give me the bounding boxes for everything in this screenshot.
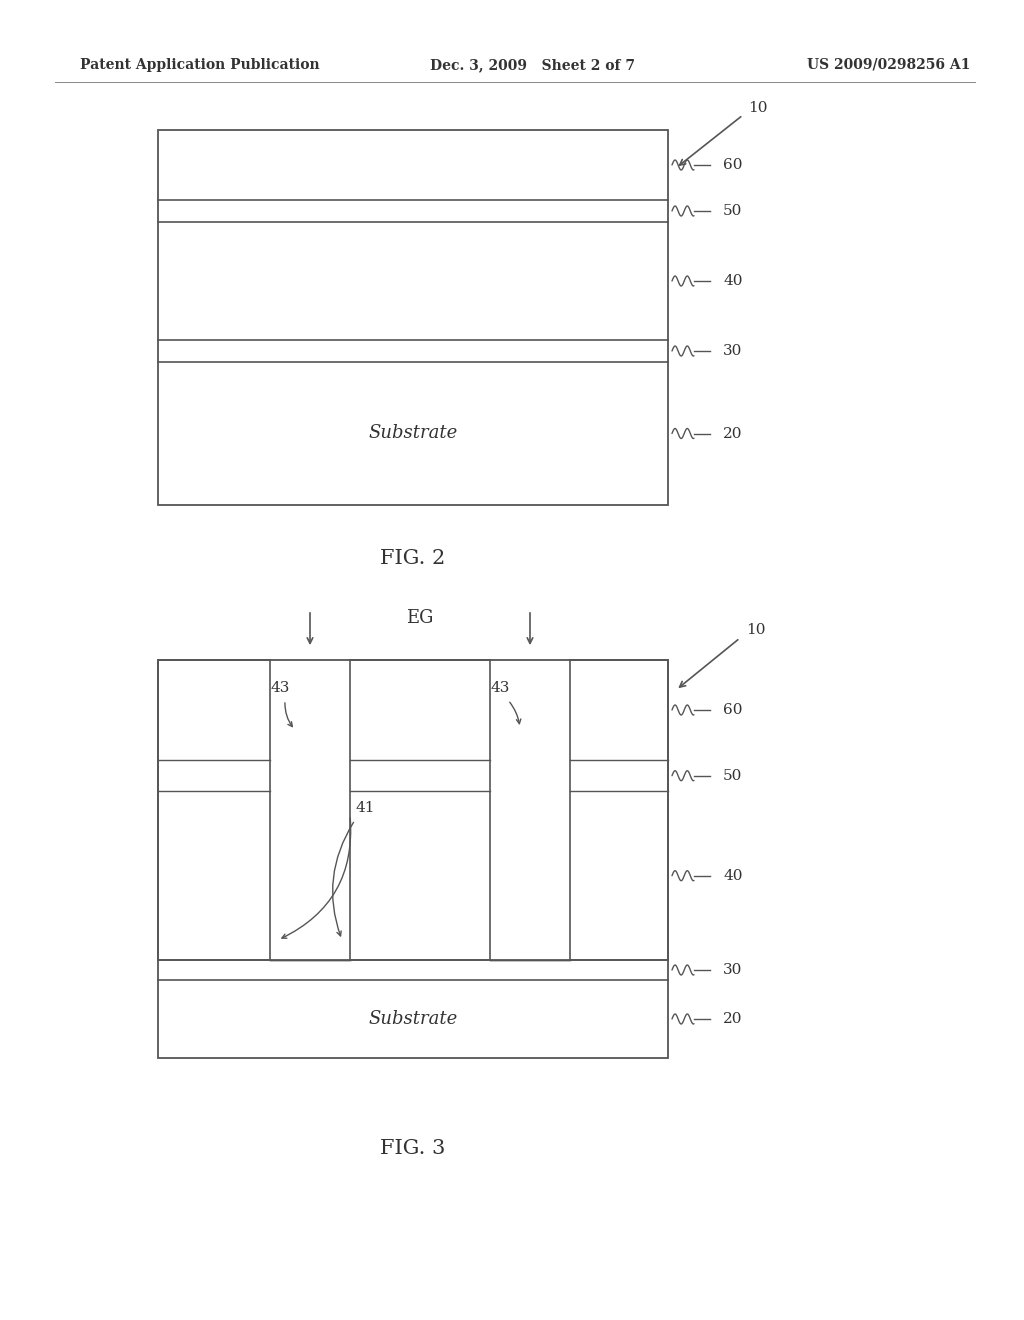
Text: 30: 30 (723, 345, 742, 358)
Text: 20: 20 (723, 426, 742, 441)
Text: Patent Application Publication: Patent Application Publication (80, 58, 319, 73)
Text: 60: 60 (723, 704, 742, 717)
Text: 30: 30 (723, 964, 742, 977)
Text: 40: 40 (723, 275, 742, 288)
Text: 40: 40 (723, 869, 742, 883)
Text: 10: 10 (748, 102, 768, 115)
Text: 20: 20 (723, 1012, 742, 1026)
Text: 50: 50 (723, 205, 742, 218)
Text: FIG. 3: FIG. 3 (380, 1138, 445, 1158)
Text: US 2009/0298256 A1: US 2009/0298256 A1 (807, 58, 970, 73)
Text: 43: 43 (490, 681, 510, 696)
Text: 60: 60 (723, 158, 742, 172)
Text: 50: 50 (723, 768, 742, 783)
Text: 10: 10 (746, 623, 766, 638)
Text: EG: EG (407, 609, 434, 627)
Text: 41: 41 (355, 801, 375, 814)
Text: 43: 43 (270, 681, 290, 696)
Text: Dec. 3, 2009   Sheet 2 of 7: Dec. 3, 2009 Sheet 2 of 7 (430, 58, 635, 73)
Text: FIG. 2: FIG. 2 (380, 549, 445, 568)
Text: Substrate: Substrate (369, 425, 458, 442)
Text: Substrate: Substrate (369, 1010, 458, 1028)
